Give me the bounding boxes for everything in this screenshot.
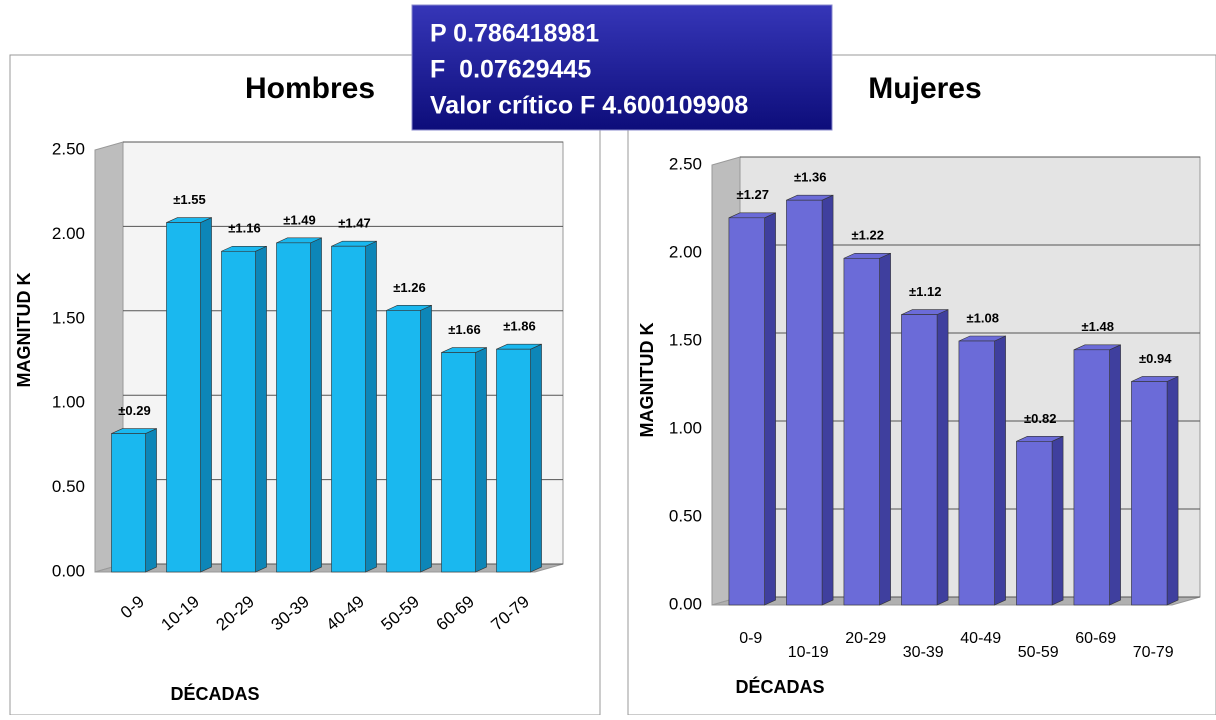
chart-title: Mujeres (868, 72, 981, 105)
error-label: ±0.29 (118, 403, 150, 418)
bar (221, 250, 256, 573)
y-axis-label: MAGNITUD K (14, 273, 34, 388)
bar-side (879, 252, 891, 606)
y-tick-label: 1.00 (52, 393, 85, 412)
bar (958, 340, 995, 606)
bar-side (1051, 435, 1064, 606)
y-tick-label: 1.50 (52, 308, 85, 327)
stats-line: F 0.07629445 (430, 56, 591, 84)
x-axis-label: DÉCADAS (170, 683, 259, 704)
bar-side (994, 335, 1006, 606)
error-label: ±1.27 (737, 187, 769, 202)
stats-line: Valor crítico F 4.600109908 (430, 92, 748, 120)
error-label: ±1.16 (228, 221, 260, 236)
stats-box (411, 4, 833, 131)
x-tick-label: 10-19 (788, 644, 829, 661)
bar-side (936, 309, 949, 606)
y-tick-label: 2.00 (669, 242, 702, 261)
bar-side (821, 194, 834, 606)
error-label: ±1.22 (852, 228, 884, 243)
x-tick-label: 70-79 (1133, 644, 1174, 661)
bar (166, 222, 201, 573)
bar-side (530, 343, 542, 573)
y-tick-label: 2.50 (52, 139, 85, 158)
error-label: ±1.36 (794, 170, 826, 185)
x-tick-label: 30-39 (903, 644, 944, 661)
x-tick-label: 40-49 (960, 630, 1001, 647)
error-label: ±1.47 (338, 216, 370, 231)
bar-side (1166, 376, 1179, 606)
bar (728, 217, 765, 606)
bar-side (310, 237, 322, 573)
bar (1131, 381, 1168, 606)
y-tick-label: 0.00 (52, 561, 85, 580)
stats-line: P 0.786418981 (430, 20, 599, 48)
bar (786, 199, 823, 606)
error-label: ±1.55 (173, 192, 205, 207)
bar-side (145, 428, 157, 573)
y-axis-label: MAGNITUD K (637, 323, 657, 438)
bar (496, 348, 531, 573)
bar (901, 314, 938, 606)
y-tick-label: 0.00 (669, 594, 702, 613)
bar (276, 242, 311, 573)
error-label: ±1.08 (967, 310, 999, 325)
bar (386, 310, 421, 573)
bar-side (420, 304, 432, 573)
y-tick-label: 2.00 (52, 224, 85, 243)
floor (711, 596, 1201, 606)
error-label: ±1.48 (1082, 319, 1114, 334)
error-label: ±1.66 (448, 322, 480, 337)
x-tick-label: 60-69 (1075, 630, 1116, 647)
x-tick-label: 20-29 (845, 630, 886, 647)
bar-side (475, 347, 487, 573)
floor (94, 563, 564, 573)
bar-side (200, 217, 212, 573)
bar-side (1109, 344, 1121, 606)
error-label: ±1.26 (393, 280, 425, 295)
y-tick-label: 1.50 (669, 330, 702, 349)
bar (111, 433, 146, 573)
bar-side (365, 240, 377, 573)
bar (1073, 349, 1110, 606)
x-tick-label: 50-59 (1018, 644, 1059, 661)
bar-side (255, 245, 267, 573)
y-tick-label: 0.50 (52, 477, 85, 496)
bar (331, 245, 366, 573)
chart-title: Hombres (245, 72, 375, 105)
error-label: ±0.94 (1139, 351, 1172, 366)
y-tick-label: 1.00 (669, 418, 702, 437)
bar (1016, 441, 1053, 606)
x-tick-label: 0-9 (739, 630, 762, 647)
bar (441, 352, 476, 573)
y-tick-label: 2.50 (669, 154, 702, 173)
error-label: ±1.86 (503, 319, 535, 334)
error-label: ±1.49 (283, 212, 315, 227)
y-tick-label: 0.50 (669, 506, 702, 525)
bar (843, 257, 880, 606)
error-label: ±1.12 (909, 284, 941, 299)
bar-side (764, 212, 776, 606)
x-axis-label: DÉCADAS (735, 676, 824, 697)
error-label: ±0.82 (1024, 411, 1056, 426)
